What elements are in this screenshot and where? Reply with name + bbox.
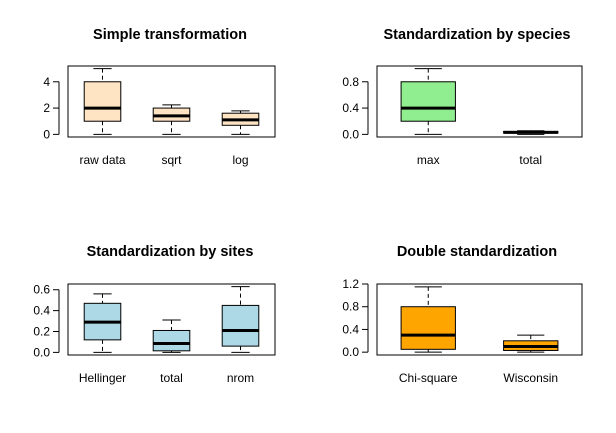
panel-1: Simple transformation 0 2 4 raw data sqrt log (43, 27, 276, 167)
iqr-box (400, 306, 456, 350)
chart-title: Simple transformation (93, 27, 247, 43)
category-label: sqrt (161, 153, 182, 167)
panel-2: Standardization by species 0.0 0.4 0.8 max to… (342, 27, 583, 167)
category-label: Chi-square (399, 371, 458, 385)
y-tick-label: 0.0 (342, 127, 359, 141)
category-label: log (232, 153, 248, 167)
y-tick-label: 0 (43, 127, 50, 141)
box-max (400, 68, 456, 135)
box-log (221, 110, 260, 135)
category-label: nrom (227, 371, 254, 385)
box-chi-square (400, 286, 456, 353)
chart-title: Standardization by species (384, 27, 571, 43)
box-wisconsin (503, 334, 559, 353)
y-tick-label: 2 (43, 101, 50, 115)
category-label: total (160, 371, 183, 385)
iqr-box (83, 81, 122, 122)
panel-4: Double standardization 0.0 0.4 0.8 1.2 Chi-sq… (342, 244, 583, 385)
iqr-box (152, 329, 191, 352)
box-total (503, 130, 559, 135)
y-tick-label: 0.6 (33, 283, 50, 297)
y-tick-label: 0.2 (33, 325, 50, 339)
chart-title: Double standardization (397, 244, 557, 260)
category-label: total (519, 153, 542, 167)
y-tick-label: 0.8 (342, 75, 359, 89)
chart-title: Standardization by sites (87, 244, 254, 260)
iqr-box (221, 304, 260, 347)
y-tick-label: 4 (43, 75, 50, 89)
plot-frame (67, 65, 276, 138)
y-tick-label: 0.0 (342, 345, 359, 359)
y-tick-label: 0.0 (33, 345, 50, 359)
box-total (152, 319, 191, 353)
plot-frame (67, 283, 276, 356)
panel-3: Standardization by sites 0.0 0.2 0.4 0.6 Hell… (33, 244, 276, 385)
category-label: Hellinger (79, 371, 126, 385)
category-label: raw data (79, 153, 125, 167)
y-tick-label: 0.8 (342, 300, 359, 314)
box-nrom (221, 286, 260, 353)
y-tick-label: 0.4 (342, 322, 359, 336)
box-hellinger (83, 293, 122, 353)
plot-frame (376, 65, 583, 138)
y-tick-label: 1.2 (342, 277, 359, 291)
plot-frame (376, 283, 583, 356)
box-raw-data (83, 68, 122, 135)
category-label: max (417, 153, 440, 167)
y-tick-label: 0.4 (33, 304, 50, 318)
y-tick-label: 0.4 (342, 101, 359, 115)
iqr-box (400, 81, 456, 122)
box-sqrt (152, 104, 191, 135)
category-label: Wisconsin (503, 371, 558, 385)
